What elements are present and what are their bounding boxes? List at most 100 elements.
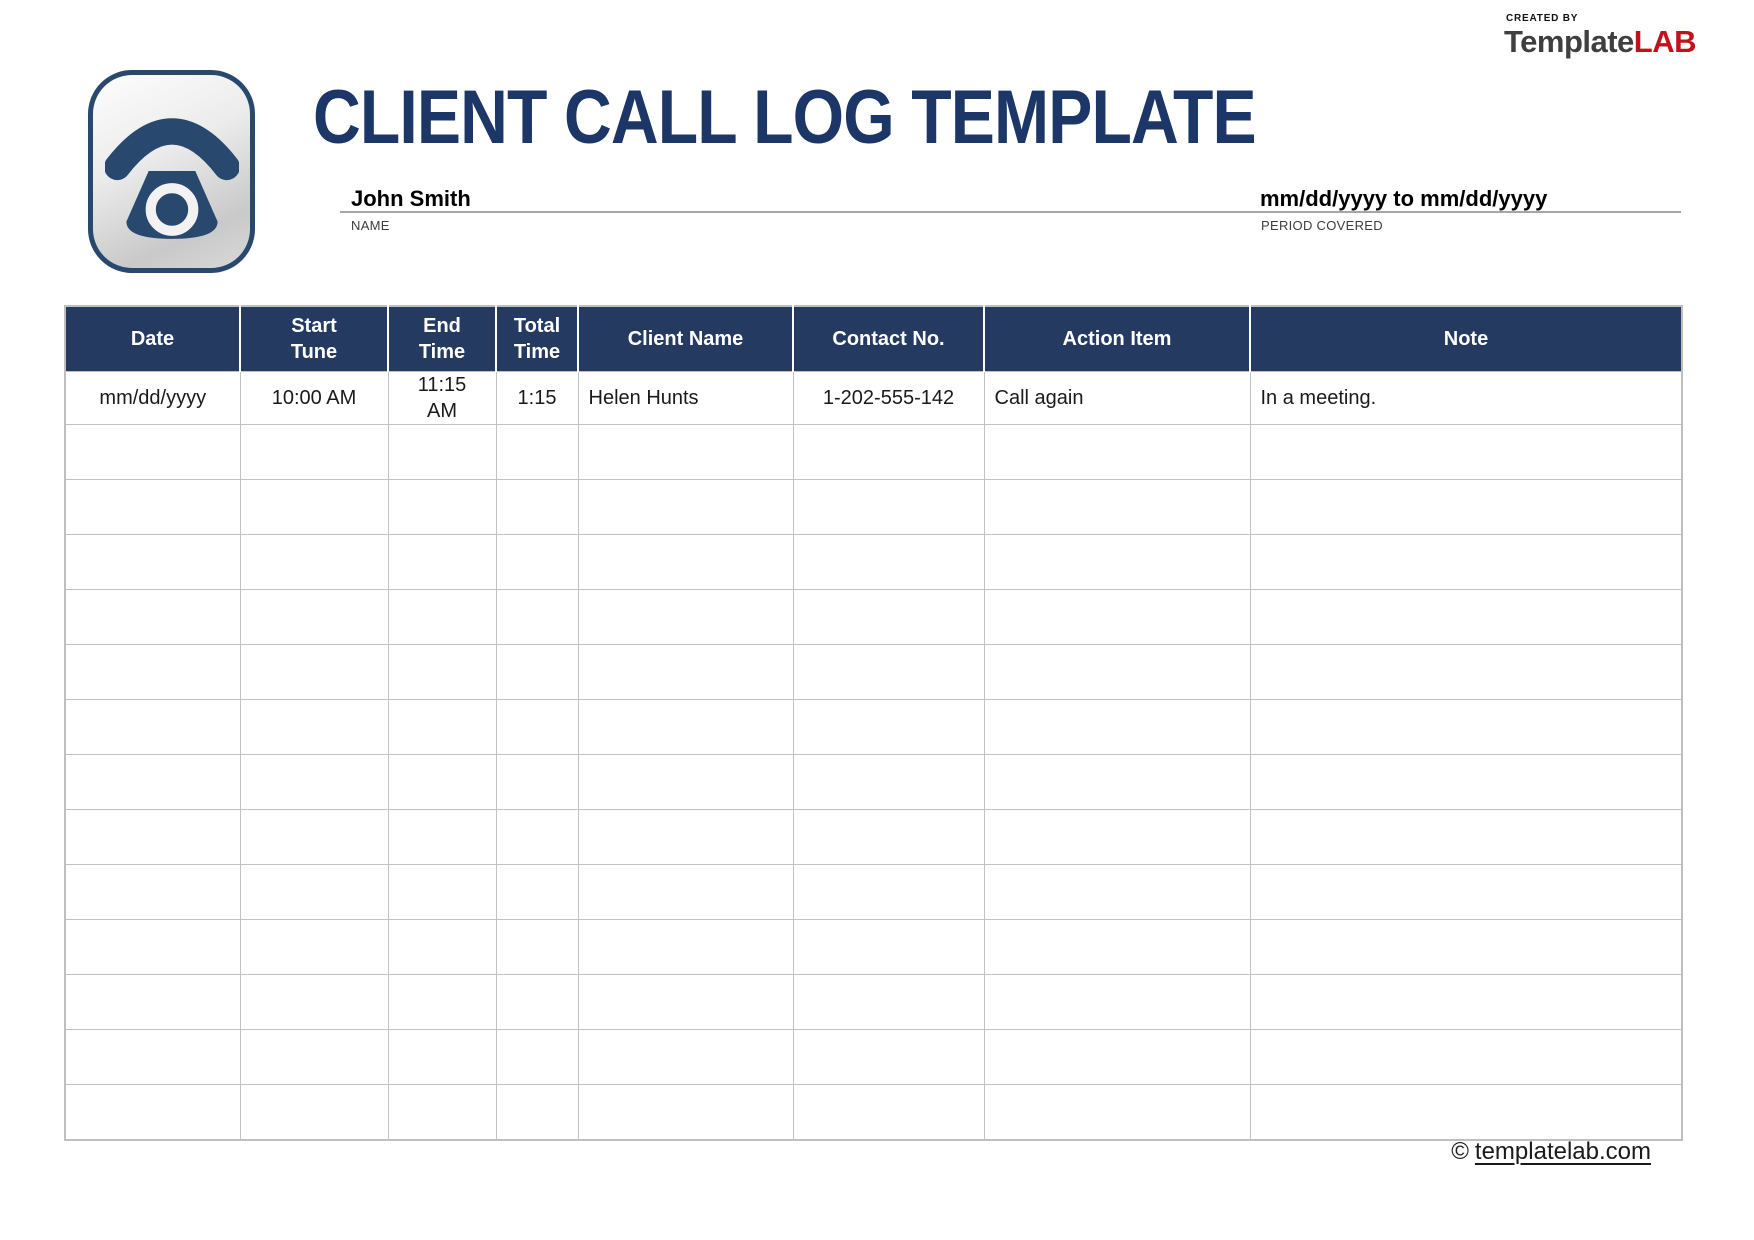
empty-cell bbox=[64, 754, 241, 810]
table-row-empty bbox=[64, 974, 1683, 1030]
telephone-glyph bbox=[104, 118, 239, 239]
empty-cell bbox=[792, 589, 985, 645]
empty-cell bbox=[792, 1029, 985, 1085]
empty-cell bbox=[792, 1084, 985, 1141]
empty-cell bbox=[239, 974, 389, 1030]
column-header-contact-no: Contact No. bbox=[792, 306, 984, 372]
empty-cell bbox=[239, 589, 389, 645]
empty-cell bbox=[577, 919, 794, 975]
cell-start-time: 10:00 AM bbox=[239, 371, 389, 425]
empty-cell bbox=[239, 644, 389, 700]
empty-cell bbox=[239, 479, 389, 535]
header-line: Action Item bbox=[1062, 328, 1172, 350]
footer: © templatelab.com bbox=[64, 1138, 1651, 1166]
empty-cell bbox=[983, 424, 1251, 480]
empty-cell bbox=[1249, 974, 1683, 1030]
empty-cell bbox=[387, 1029, 497, 1085]
header-line: Note bbox=[1443, 328, 1489, 350]
cell-contact-no: 1-202-555-142 bbox=[792, 371, 985, 425]
empty-cell bbox=[64, 864, 241, 920]
empty-cell bbox=[1249, 644, 1683, 700]
name-value: John Smith bbox=[351, 186, 471, 211]
empty-cell bbox=[64, 424, 241, 480]
column-header-start-time: Start Tune bbox=[239, 306, 388, 372]
table-row-empty bbox=[64, 1084, 1683, 1141]
empty-cell bbox=[577, 1084, 794, 1141]
empty-cell bbox=[64, 589, 241, 645]
column-header-total-time: Total Time bbox=[495, 306, 578, 372]
empty-cell bbox=[387, 754, 497, 810]
call-log-table: Date Start Tune End Time Total Time Clie… bbox=[64, 305, 1683, 1141]
empty-cell bbox=[792, 919, 985, 975]
table-header: Date Start Tune End Time Total Time Clie… bbox=[65, 306, 1682, 372]
empty-cell bbox=[577, 1029, 794, 1085]
empty-cell bbox=[387, 589, 497, 645]
empty-cell bbox=[792, 754, 985, 810]
table-row: mm/dd/yyyy 10:00 AM 11:15 AM 1:15 Helen … bbox=[64, 371, 1683, 425]
empty-cell bbox=[792, 534, 985, 590]
empty-cell bbox=[495, 919, 579, 975]
header-line: Time bbox=[513, 341, 561, 363]
empty-cell bbox=[983, 699, 1251, 755]
templatelab-wordmark: TemplateLAB bbox=[1504, 26, 1697, 57]
header-line: Date bbox=[130, 328, 175, 350]
table-row-empty bbox=[64, 534, 1683, 590]
empty-cell bbox=[239, 864, 389, 920]
empty-cell bbox=[1249, 589, 1683, 645]
header-line: Total bbox=[513, 315, 561, 337]
header-line: Time bbox=[418, 341, 466, 363]
empty-cell bbox=[577, 589, 794, 645]
empty-cell bbox=[792, 424, 985, 480]
empty-cell bbox=[577, 424, 794, 480]
header-line: Client Name bbox=[627, 328, 744, 350]
column-header-note: Note bbox=[1249, 306, 1682, 372]
period-covered-label: PERIOD COVERED bbox=[1261, 218, 1383, 233]
empty-cell bbox=[983, 919, 1251, 975]
column-header-action-item: Action Item bbox=[983, 306, 1250, 372]
empty-cell bbox=[983, 589, 1251, 645]
empty-cell bbox=[387, 1084, 497, 1141]
empty-cell bbox=[495, 864, 579, 920]
empty-cell bbox=[239, 1084, 389, 1141]
empty-cell bbox=[1249, 699, 1683, 755]
empty-cell bbox=[1249, 754, 1683, 810]
column-header-date: Date bbox=[65, 306, 240, 372]
empty-cell bbox=[1249, 809, 1683, 865]
empty-cell bbox=[983, 479, 1251, 535]
empty-cell bbox=[495, 1084, 579, 1141]
table-body: mm/dd/yyyy 10:00 AM 11:15 AM 1:15 Helen … bbox=[64, 371, 1683, 1141]
page-title: CLIENT CALL LOG TEMPLATE bbox=[313, 75, 1257, 160]
column-header-end-time: End Time bbox=[387, 306, 496, 372]
empty-cell bbox=[64, 919, 241, 975]
empty-cell bbox=[983, 754, 1251, 810]
empty-cell bbox=[239, 699, 389, 755]
empty-cell bbox=[577, 809, 794, 865]
cell-end-time: 11:15 AM bbox=[387, 371, 497, 425]
phone-icon bbox=[88, 70, 255, 273]
header-line: Tune bbox=[290, 341, 338, 363]
empty-cell bbox=[577, 754, 794, 810]
empty-cell bbox=[495, 534, 579, 590]
table-row-empty bbox=[64, 809, 1683, 865]
empty-cell bbox=[577, 699, 794, 755]
empty-cell bbox=[495, 1029, 579, 1085]
empty-cell bbox=[239, 534, 389, 590]
empty-cell bbox=[1249, 1029, 1683, 1085]
empty-cell bbox=[495, 974, 579, 1030]
empty-cell bbox=[64, 1084, 241, 1141]
empty-cell bbox=[64, 479, 241, 535]
empty-cell bbox=[387, 644, 497, 700]
empty-cell bbox=[983, 644, 1251, 700]
name-field-label: NAME bbox=[351, 218, 390, 233]
empty-cell bbox=[387, 699, 497, 755]
empty-cell bbox=[495, 699, 579, 755]
table-row-empty bbox=[64, 644, 1683, 700]
empty-cell bbox=[64, 534, 241, 590]
empty-cell bbox=[387, 974, 497, 1030]
cell-date: mm/dd/yyyy bbox=[64, 371, 241, 425]
header-line: Start bbox=[291, 315, 337, 337]
empty-cell bbox=[387, 809, 497, 865]
templatelab-link[interactable]: templatelab.com bbox=[1474, 1138, 1651, 1165]
empty-cell bbox=[1249, 479, 1683, 535]
